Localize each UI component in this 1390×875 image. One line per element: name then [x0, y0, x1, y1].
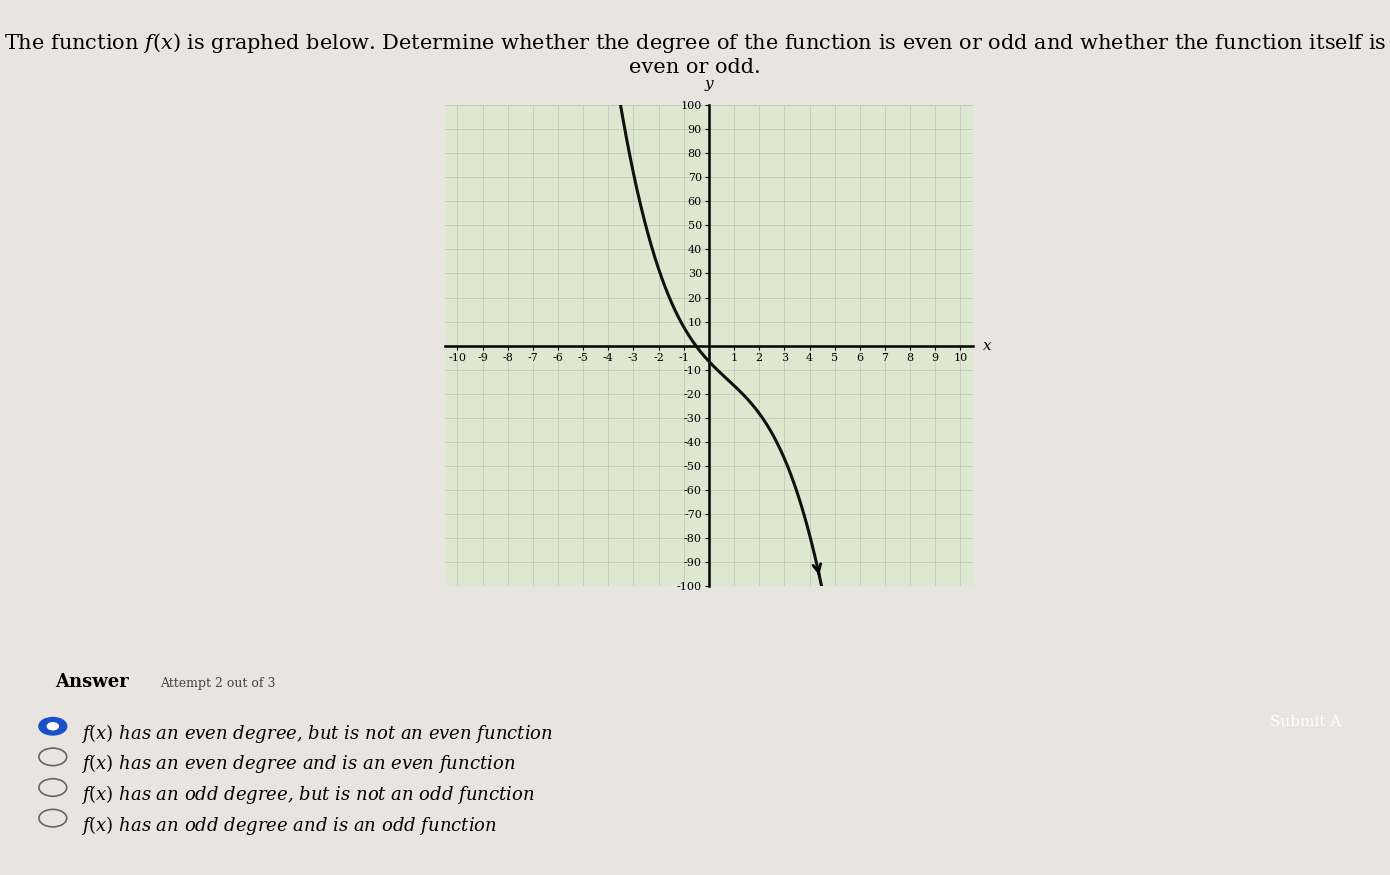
- Text: x: x: [983, 339, 991, 353]
- Text: $f(x)$ has an odd degree and is an odd function: $f(x)$ has an odd degree and is an odd f…: [81, 814, 496, 836]
- Text: $f(x)$ has an odd degree, but is not an odd function: $f(x)$ has an odd degree, but is not an …: [81, 783, 534, 806]
- Text: y: y: [705, 76, 713, 90]
- Text: $f(x)$ has an even degree and is an even function: $f(x)$ has an even degree and is an even…: [81, 752, 514, 775]
- Text: The function $f(x)$ is graphed below. Determine whether the degree of the functi: The function $f(x)$ is graphed below. De…: [4, 31, 1386, 77]
- Text: Attempt 2 out of 3: Attempt 2 out of 3: [160, 677, 275, 690]
- Text: Submit A: Submit A: [1269, 715, 1341, 729]
- Text: $f(x)$ has an even degree, but is not an even function: $f(x)$ has an even degree, but is not an…: [81, 722, 553, 745]
- Text: Answer: Answer: [56, 673, 129, 691]
